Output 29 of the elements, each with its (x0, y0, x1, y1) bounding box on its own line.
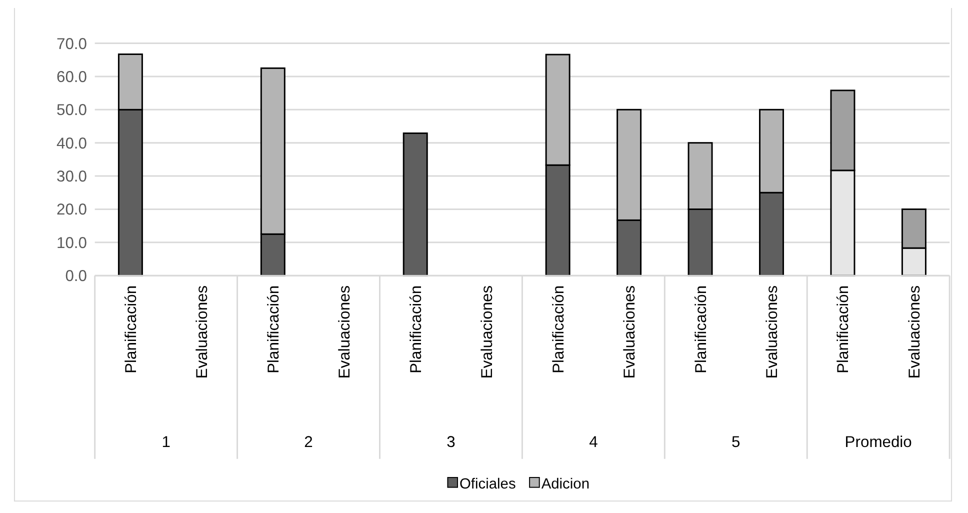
x-tick-label: Evaluaciones (479, 285, 496, 379)
x-tick-label: Planificación (122, 285, 140, 374)
bar (402, 132, 428, 276)
y-tick-label: 0.0 (65, 268, 88, 286)
x-tick-label: Evaluaciones (336, 285, 354, 379)
x-tick-label: Evaluaciones (764, 285, 781, 379)
y-tick-label: 20.0 (56, 202, 88, 219)
x-tick-label: Evaluaciones (194, 285, 212, 379)
x-tick-label: Planificación (692, 285, 710, 374)
legend-label: Oficiales (459, 476, 516, 492)
y-tick-label: 30.0 (56, 168, 88, 186)
text: 3 (446, 434, 456, 452)
text: 4 (589, 434, 598, 452)
legend-label: Adicion (541, 476, 590, 492)
x-tick-label: Planificación (265, 285, 282, 374)
x-tick-label: Planificación (408, 285, 425, 374)
text: 5 (732, 434, 741, 452)
text: Promedio (844, 434, 912, 452)
y-tick-label: 10.0 (56, 234, 88, 252)
x-tick-label: Planificación (835, 285, 852, 374)
text: 2 (304, 434, 313, 452)
text: 1 (162, 434, 170, 452)
x-tick-label: Planificación (550, 285, 568, 374)
y-tick-label: 40.0 (56, 135, 88, 152)
y-tick-label: 50.0 (56, 102, 88, 120)
x-tick-label: Evaluaciones (906, 285, 924, 379)
y-tick-label: 60.0 (56, 68, 88, 86)
x-tick-label: Evaluaciones (622, 285, 639, 379)
y-tick-label: 70.0 (56, 36, 88, 53)
